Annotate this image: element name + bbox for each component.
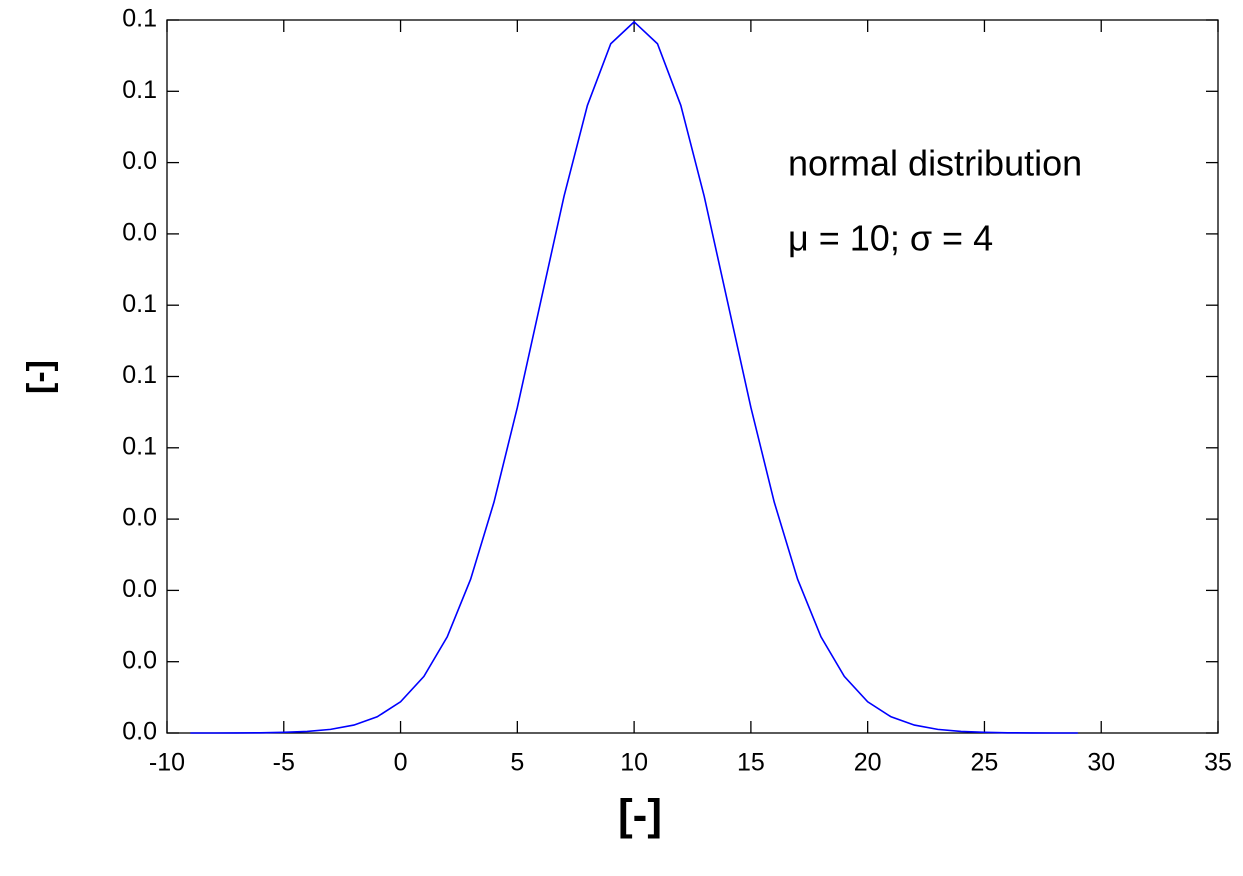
annotation: μ = 10; σ = 4: [788, 218, 993, 259]
x-tick-label: -10: [149, 749, 185, 777]
y-tick-label: 0.1: [122, 290, 157, 318]
y-tick-label: 0.0: [122, 219, 157, 247]
y-tick-label: 0.1: [122, 361, 157, 389]
x-tick-label: 10: [620, 749, 648, 777]
x-axis-label: [-]: [618, 791, 662, 840]
x-tick-label: -5: [273, 749, 295, 777]
y-tick-label: 0.0: [122, 147, 157, 175]
x-tick-label: 0: [394, 749, 408, 777]
annotation: normal distribution: [788, 143, 1082, 184]
y-tick-label: 0.0: [122, 504, 157, 532]
y-tick-label: 0.1: [122, 76, 157, 104]
x-tick-label: 35: [1204, 749, 1232, 777]
x-tick-label: 20: [854, 749, 882, 777]
y-tick-label: 0.1: [122, 432, 157, 460]
x-tick-label: 25: [971, 749, 999, 777]
x-tick-label: 15: [737, 749, 765, 777]
line-series: [190, 20, 1078, 734]
y-axis-label: [-]: [21, 360, 59, 394]
y-tick-label: 0.1: [122, 5, 157, 33]
x-tick-label: 5: [510, 749, 524, 777]
y-tick-label: 0.0: [122, 575, 157, 603]
plot-frame: [166, 19, 1219, 734]
y-tick-label: 0.0: [122, 646, 157, 674]
x-tick-label: 30: [1087, 749, 1115, 777]
y-tick-label: 0.0: [122, 718, 157, 746]
